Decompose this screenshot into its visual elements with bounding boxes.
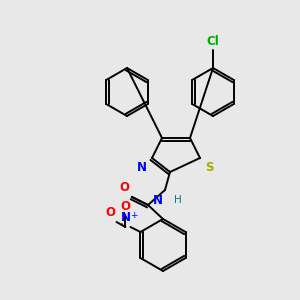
Text: -: - bbox=[119, 220, 123, 229]
Text: +: + bbox=[130, 211, 138, 220]
Text: N: N bbox=[137, 161, 147, 174]
Text: S: S bbox=[205, 161, 214, 174]
Text: H: H bbox=[174, 195, 182, 205]
Text: O: O bbox=[119, 181, 129, 194]
Text: O: O bbox=[121, 200, 130, 213]
Text: N: N bbox=[153, 194, 163, 207]
Text: Cl: Cl bbox=[207, 35, 219, 48]
Text: N: N bbox=[121, 211, 130, 224]
Text: O: O bbox=[106, 206, 116, 219]
